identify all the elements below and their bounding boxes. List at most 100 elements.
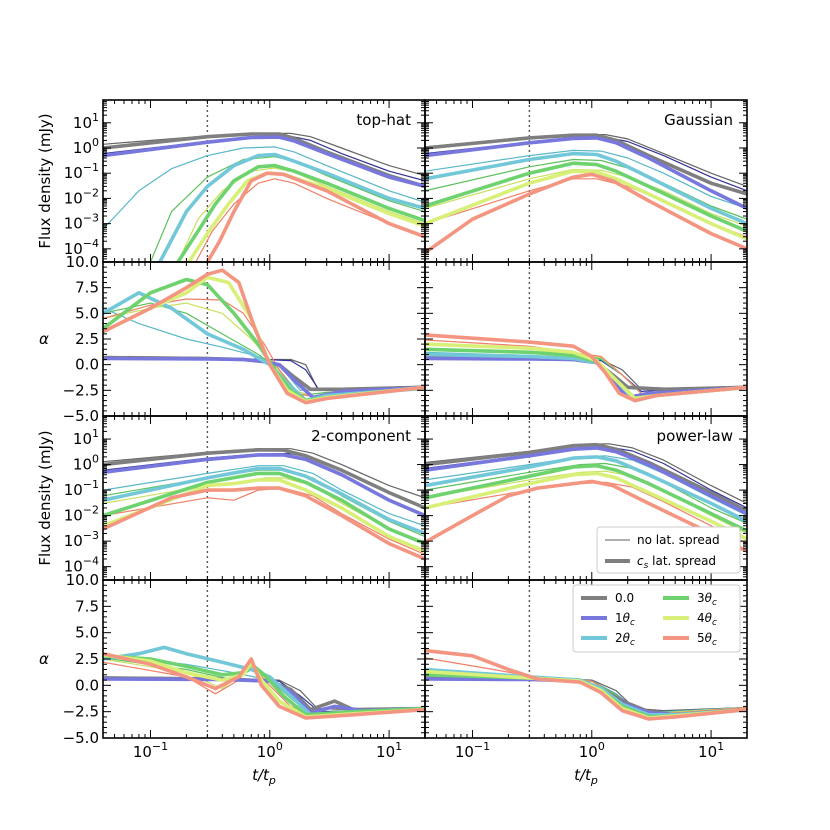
flux-tick-label: 10−2 (64, 504, 99, 525)
curve-thick-1 (425, 446, 747, 516)
curve-thick-2 (425, 352, 747, 403)
curve-thin-2 (103, 465, 425, 527)
curve-thick-3 (425, 161, 747, 233)
alpha-tick-label: −5.0 (63, 729, 99, 747)
panel-title: Gaussian (664, 111, 733, 129)
alpha-tick-label: 7.5 (75, 279, 99, 297)
curve-thick-3 (176, 163, 425, 262)
alpha-tick-label: 0.0 (75, 356, 99, 374)
x-axis-label: t/tp (252, 766, 276, 787)
x-tick-label: 10−1 (133, 740, 168, 761)
legend-label: 4θc (697, 611, 717, 628)
alpha-tick-label: 2.5 (75, 330, 99, 348)
curve-thick-5 (425, 333, 747, 403)
curve-thin-5 (195, 178, 425, 262)
curve-thick-5 (425, 479, 747, 554)
flux-tick-label: 100 (73, 453, 99, 474)
legend-label: 2θc (615, 631, 635, 648)
curve-thick-5 (103, 268, 425, 405)
curve-thick-1 (425, 136, 747, 211)
alpha-tick-label: 5.0 (75, 624, 99, 642)
x-tick-label: 101 (698, 740, 724, 761)
curve-thick-2 (158, 152, 425, 262)
curve-thick-4 (187, 171, 425, 262)
alpha-axis-label: α (39, 650, 49, 668)
panel-title: 2-component (311, 427, 411, 445)
panel-3-alpha-plot (425, 580, 747, 738)
curve-thick-2 (103, 466, 425, 536)
flux-tick-label: 100 (73, 136, 99, 157)
curve-thick-1 (103, 453, 425, 518)
x-tick-label: 100 (257, 740, 283, 761)
curve-thick-4 (103, 478, 425, 554)
x-tick-label: 101 (376, 740, 402, 761)
legend-angle: 0.0 3θc 1θc 4θc 2θc 5θc (572, 584, 741, 653)
curve-thin-3 (425, 158, 747, 220)
flux-tick-label: 10−4 (64, 555, 99, 576)
alpha-tick-label: 0.0 (75, 676, 99, 694)
curve-thin-5 (425, 339, 747, 394)
curve-thick-4 (425, 169, 747, 241)
curve-thick-4 (425, 471, 747, 541)
alpha-tick-label: 10.0 (66, 253, 99, 271)
panel-0-flux-plot (103, 100, 425, 262)
legend-box (596, 526, 741, 574)
curve-thick-0 (425, 133, 747, 196)
panel-3-flux-plot (425, 416, 747, 580)
alpha-tick-label: −5.0 (63, 407, 99, 425)
curve-thin-3 (149, 156, 425, 262)
curve-thick-2 (425, 151, 747, 226)
flux-axis-label: Flux density (mJy) (36, 430, 54, 565)
x-tick-label: 10−1 (455, 740, 490, 761)
legend-line-style: no lat. spread cs lat. spread (596, 526, 741, 574)
flux-tick-label: 10−4 (64, 237, 99, 258)
curve-thin-3 (425, 462, 747, 524)
curve-thick-3 (425, 463, 747, 533)
panel-2-flux-plot (103, 416, 425, 580)
panel-0-alpha-plot (103, 262, 425, 416)
panel-1-flux-plot (425, 100, 747, 262)
plot-layer (103, 100, 747, 738)
curve-thick-5 (103, 651, 425, 720)
curve-thick-5 (103, 486, 425, 561)
curve-thick-5 (205, 171, 425, 262)
curve-thick-5 (425, 648, 747, 721)
frame-layer (102, 99, 748, 739)
legend-label: no lat. spread (637, 533, 720, 547)
legend-box (572, 584, 741, 653)
curve-thick-2 (425, 455, 747, 524)
curve-thin-4 (177, 167, 425, 262)
x-axis-label: t/tp (574, 766, 598, 787)
flux-tick-label: 10−3 (64, 212, 99, 233)
flux-axis-label: Flux density (mJy) (36, 113, 54, 248)
legend-label: 3θc (697, 591, 717, 608)
flux-tick-label: 101 (73, 427, 99, 448)
flux-tick-label: 10−2 (64, 186, 99, 207)
curve-thick-1 (103, 135, 425, 189)
alpha-tick-label: 10.0 (66, 571, 99, 589)
curve-thick-0 (103, 132, 425, 189)
alpha-tick-label: 2.5 (75, 650, 99, 668)
panel-2-alpha-plot (103, 580, 425, 738)
curve-thick-4 (103, 275, 425, 404)
curve-thin-2 (103, 146, 425, 230)
curve-thin-4 (425, 168, 747, 227)
flux-tick-label: 10−1 (64, 161, 99, 182)
panel-title: top-hat (356, 111, 411, 129)
curve-thick-0 (103, 448, 425, 510)
legend-label: 5θc (697, 631, 717, 648)
alpha-tick-label: −2.5 (63, 381, 99, 399)
curve-thin-2 (425, 149, 747, 209)
curve-thick-5 (425, 172, 747, 255)
alpha-tick-label: 5.0 (75, 304, 99, 322)
legend-label: 0.0 (615, 591, 634, 605)
flux-tick-label: 10−3 (64, 529, 99, 550)
legend-label: cs lat. spread (637, 554, 716, 571)
text-layer: 10−4 10−3 10−2 10−1 100 101 −5.0 −2.5 0.0 2.5 5.0 7… (36, 111, 741, 787)
panel-title: power-law (657, 427, 733, 445)
flux-tick-label: 101 (73, 111, 99, 132)
legend-label: 1θc (615, 611, 635, 628)
curve-thick-0 (425, 442, 747, 513)
alpha-tick-label: 7.5 (75, 597, 99, 615)
